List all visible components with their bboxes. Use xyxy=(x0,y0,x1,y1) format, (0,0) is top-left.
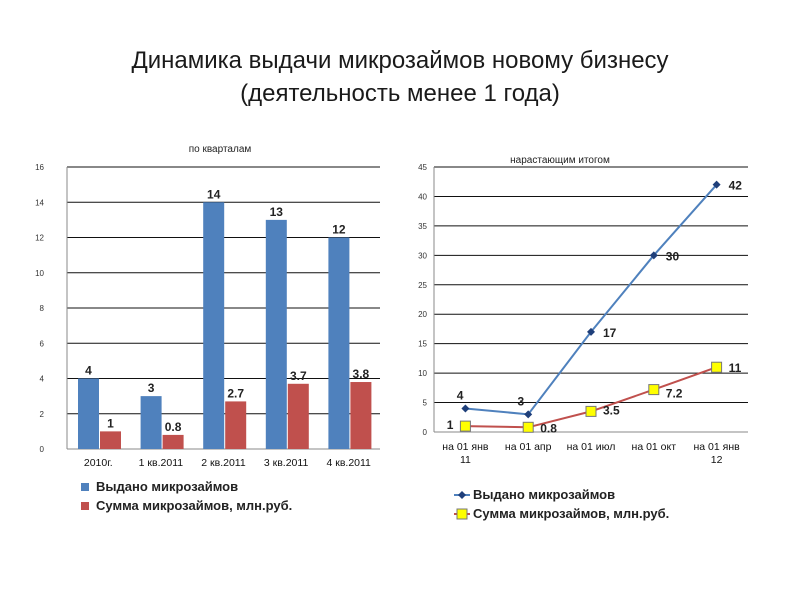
bar-issued xyxy=(328,237,350,449)
line-marker-issued xyxy=(587,327,595,336)
line-x-tick-label: 12 xyxy=(711,454,723,466)
line-legend-label: Выдано микрозаймов xyxy=(473,487,615,502)
bar-data-label: 3.8 xyxy=(353,367,370,381)
line-data-label: 42 xyxy=(729,179,743,193)
line-y-tick-label: 30 xyxy=(418,251,427,260)
line-marker-issued xyxy=(524,410,533,419)
bar-data-label: 13 xyxy=(270,205,284,219)
line-data-label: 3 xyxy=(518,394,525,408)
line-data-label: 17 xyxy=(603,326,617,340)
bar-x-tick-label: 4 кв.2011 xyxy=(326,457,371,469)
line-x-tick-label: на 01 янв xyxy=(693,441,740,453)
bar-x-tick-label: 3 кв.2011 xyxy=(264,457,309,469)
line-legend-marker-amount xyxy=(456,508,468,520)
bar-y-tick-label: 4 xyxy=(40,375,45,384)
bar-legend-label: Выдано микрозаймов xyxy=(96,479,238,494)
line-y-tick-label: 20 xyxy=(418,310,427,319)
line-data-label: 30 xyxy=(666,249,680,263)
line-y-tick-label: 35 xyxy=(418,222,427,231)
bar-x-tick-label: 1 кв.2011 xyxy=(139,457,184,469)
bar-issued xyxy=(78,378,99,449)
bar-x-tick-label: 2010г. xyxy=(84,457,113,469)
line-y-tick-label: 15 xyxy=(418,340,427,349)
line-y-tick-label: 40 xyxy=(418,192,427,201)
bar-amount xyxy=(225,401,247,449)
line-legend-marker-issued xyxy=(458,491,466,499)
line-marker-issued xyxy=(461,404,470,413)
bar-chart-title: по кварталам xyxy=(189,144,252,155)
bar-legend-swatch-amount xyxy=(81,502,89,510)
bar-y-tick-label: 10 xyxy=(35,269,44,278)
bar-y-tick-label: 8 xyxy=(40,304,45,313)
line-marker-issued xyxy=(649,251,658,260)
bar-issued xyxy=(140,396,162,449)
bar-y-tick-label: 2 xyxy=(40,410,45,419)
line-x-tick-label: на 01 окт xyxy=(632,441,677,453)
bar-x-tick-label: 2 кв.2011 xyxy=(201,457,246,469)
line-y-tick-label: 5 xyxy=(423,399,428,408)
line-y-tick-label: 10 xyxy=(418,369,427,378)
line-marker-amount xyxy=(522,421,534,433)
bar-data-label: 2.7 xyxy=(227,386,244,400)
bar-data-label: 4 xyxy=(85,364,92,378)
line-x-tick-label: 11 xyxy=(460,454,471,466)
slide-title-line-2: (деятельность менее 1 года) xyxy=(240,80,560,107)
bar-data-label: 3 xyxy=(148,381,155,395)
line-x-tick-label: на 01 июл xyxy=(567,441,616,453)
line-marker-amount xyxy=(648,384,660,396)
bar-legend-swatch-issued xyxy=(81,483,89,491)
bar-issued xyxy=(265,219,287,449)
line-legend-label: Сумма микрозаймов, млн.руб. xyxy=(473,506,669,521)
bar-legend-label: Сумма микрозаймов, млн.руб. xyxy=(96,498,292,513)
bar-data-label: 14 xyxy=(207,187,221,201)
bar-data-label: 3.7 xyxy=(290,369,307,383)
bar-issued xyxy=(203,202,225,449)
line-y-tick-label: 25 xyxy=(418,281,427,290)
line-data-label: 0.8 xyxy=(540,421,557,435)
bar-y-tick-label: 0 xyxy=(40,445,45,454)
line-marker-amount xyxy=(711,361,723,373)
line-data-label: 3.5 xyxy=(603,403,620,417)
bar-amount xyxy=(287,383,309,449)
line-data-label: 4 xyxy=(457,388,464,402)
line-x-tick-label: на 01 янв xyxy=(442,441,489,453)
line-data-label: 11 xyxy=(729,361,742,375)
line-data-label: 1 xyxy=(447,418,454,432)
bar-amount xyxy=(100,431,121,449)
bar-data-label: 1 xyxy=(107,416,114,430)
line-marker-amount xyxy=(585,405,597,417)
line-x-tick-label: на 01 апр xyxy=(505,441,552,453)
bar-y-tick-label: 6 xyxy=(40,339,45,348)
bar-y-tick-label: 12 xyxy=(35,234,44,243)
line-chart-title: нарастающим итогом xyxy=(510,155,610,166)
bar-data-label: 0.8 xyxy=(165,420,182,434)
line-data-label: 7.2 xyxy=(666,387,683,401)
bar-data-label: 12 xyxy=(332,223,346,237)
bar-amount xyxy=(162,434,184,449)
line-marker-amount xyxy=(459,420,471,432)
bar-amount xyxy=(350,382,372,449)
line-y-tick-label: 0 xyxy=(423,428,428,437)
bar-y-tick-label: 16 xyxy=(35,163,44,172)
slide-title-line-1: Динамика выдачи микрозаймов новому бизне… xyxy=(131,47,669,74)
bar-y-tick-label: 14 xyxy=(35,198,44,207)
line-y-tick-label: 45 xyxy=(418,163,427,172)
slide-title: Динамика выдачи микрозаймов новому бизне… xyxy=(0,44,800,110)
line-marker-issued xyxy=(712,180,721,189)
